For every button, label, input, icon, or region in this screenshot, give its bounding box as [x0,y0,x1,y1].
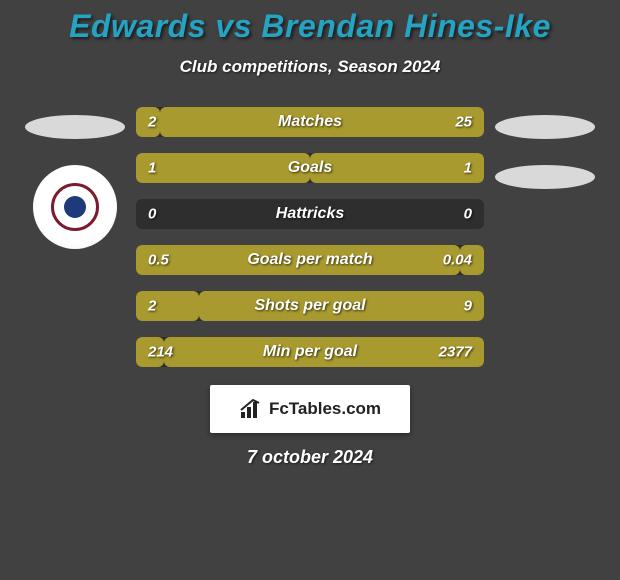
comparison-card: Edwards vs Brendan Hines-Ike Club compet… [0,0,620,468]
stat-label: Hattricks [276,205,344,223]
stat-value-left: 2 [148,114,156,131]
page-title: Edwards vs Brendan Hines-Ike [0,8,620,45]
stats-column: Matches 2 25 Goals 1 1 Hattricks 0 0 Goals per ma… [130,107,490,367]
stat-label: Goals [288,159,332,177]
club-badge-ring [51,183,99,231]
stat-value-left: 214 [148,344,173,361]
stat-value-right: 9 [464,298,472,315]
stat-label: Min per goal [263,343,357,361]
stat-value-right: 0.04 [443,252,472,269]
right-name-badge [495,115,595,139]
stat-value-right: 25 [455,114,472,131]
stat-fill-left [136,291,199,321]
stat-fill-left [136,153,310,183]
left-name-badge [25,115,125,139]
stat-value-left: 1 [148,160,156,177]
stat-row: Goals 1 1 [136,153,484,183]
stat-row: Hattricks 0 0 [136,199,484,229]
stat-value-right: 2377 [439,344,472,361]
stat-value-right: 0 [464,206,472,223]
stat-value-left: 2 [148,298,156,315]
stat-row: Min per goal 214 2377 [136,337,484,367]
club-badge-ball-icon [64,196,86,218]
right-player-col [490,107,600,215]
chart-bars-icon [239,398,265,420]
stat-row: Goals per match 0.5 0.04 [136,245,484,275]
left-player-col [20,107,130,249]
stat-label: Goals per match [247,251,372,269]
stat-fill-right [310,153,484,183]
branding-card[interactable]: FcTables.com [210,385,410,433]
stat-label: Shots per goal [254,297,365,315]
subtitle: Club competitions, Season 2024 [0,57,620,77]
stat-row: Shots per goal 2 9 [136,291,484,321]
stat-value-left: 0 [148,206,156,223]
date-label: 7 october 2024 [0,447,620,468]
branding-label: FcTables.com [269,399,381,419]
left-club-badge [33,165,117,249]
right-club-badge [495,165,595,189]
body-row: Matches 2 25 Goals 1 1 Hattricks 0 0 Goals per ma… [0,107,620,367]
stat-value-right: 1 [464,160,472,177]
stat-label: Matches [278,113,342,131]
stat-row: Matches 2 25 [136,107,484,137]
stat-value-left: 0.5 [148,252,169,269]
